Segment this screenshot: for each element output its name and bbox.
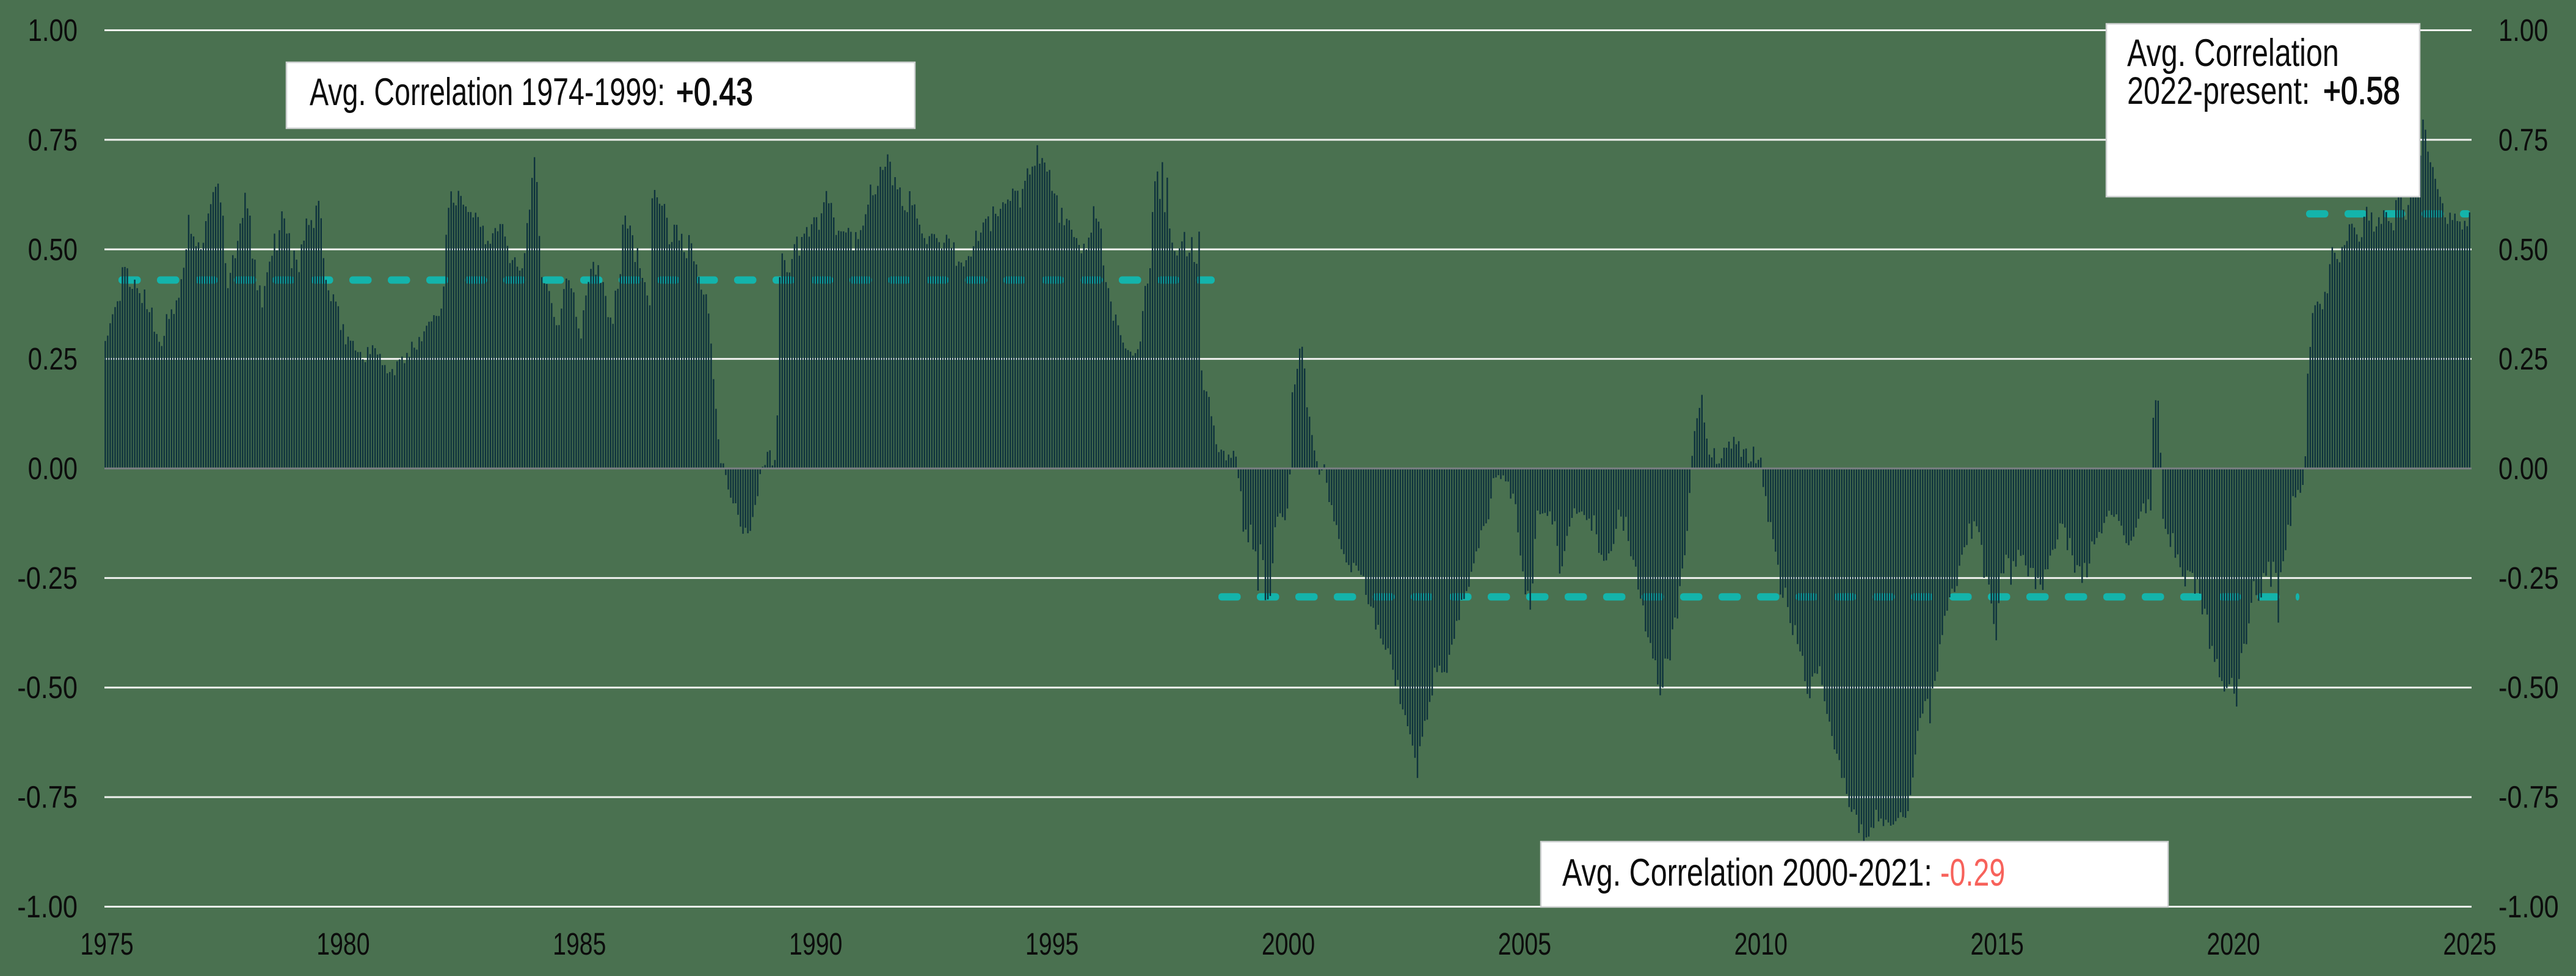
svg-text:Avg. Correlation 2000-2021:: Avg. Correlation 2000-2021: [1562,851,1932,894]
svg-text:1.00: 1.00 [2498,13,2548,48]
svg-text:0.50: 0.50 [28,232,78,267]
svg-text:2020: 2020 [2207,927,2260,961]
svg-text:1985: 1985 [553,927,606,961]
svg-text:1990: 1990 [789,927,842,961]
svg-text:-0.25: -0.25 [17,561,78,596]
svg-text:0.25: 0.25 [2498,341,2548,376]
svg-text:0.75: 0.75 [28,122,78,157]
svg-text:0.75: 0.75 [2498,122,2548,157]
svg-text:Avg. Correlation: Avg. Correlation [2127,31,2339,75]
svg-text:2005: 2005 [1498,927,1551,961]
svg-text:1.00: 1.00 [28,13,78,48]
svg-text:2010: 2010 [1734,927,1788,961]
svg-text:-0.25: -0.25 [2498,561,2559,596]
svg-text:+0.58: +0.58 [2323,70,2400,113]
svg-text:Avg. Correlation 1974-1999:: Avg. Correlation 1974-1999: [310,70,665,113]
svg-text:-0.50: -0.50 [2498,671,2559,705]
svg-text:-0.50: -0.50 [17,671,78,705]
svg-text:-0.75: -0.75 [17,780,78,815]
svg-text:0.50: 0.50 [2498,232,2548,267]
svg-text:0.00: 0.00 [28,451,78,486]
svg-text:1980: 1980 [316,927,369,961]
svg-text:1995: 1995 [1025,927,1079,961]
svg-text:-1.00: -1.00 [17,890,78,925]
svg-text:2000: 2000 [1262,927,1315,961]
svg-text:0.25: 0.25 [28,341,78,376]
svg-text:0.00: 0.00 [2498,451,2548,486]
svg-text:2022-present:: 2022-present: [2127,69,2310,112]
svg-text:2025: 2025 [2443,927,2496,961]
svg-text:-1.00: -1.00 [2498,890,2559,925]
svg-text:-0.29: -0.29 [1940,851,2005,894]
svg-text:1975: 1975 [80,927,133,961]
svg-text:-0.75: -0.75 [2498,780,2559,815]
svg-text:+0.43: +0.43 [676,71,753,114]
svg-text:2015: 2015 [1971,927,2024,961]
